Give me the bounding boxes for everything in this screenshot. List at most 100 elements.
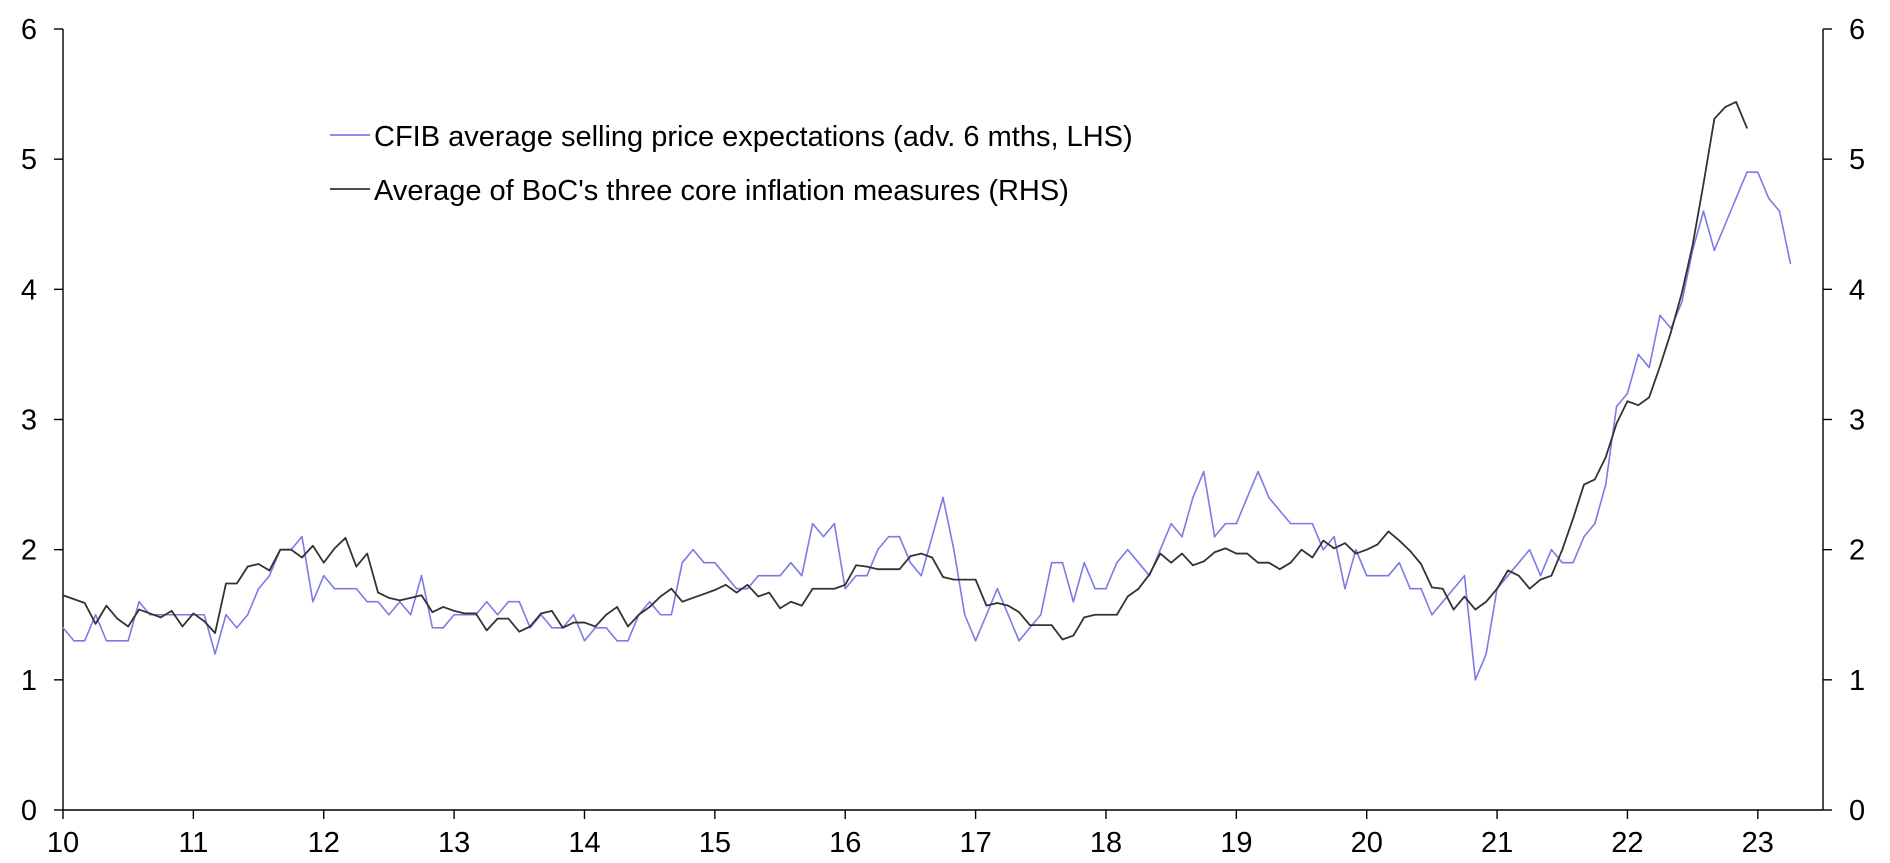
data-point — [1724, 223, 1727, 226]
legend-label-0: CFIB average selling price expectations … — [374, 121, 1133, 153]
data-point — [1300, 522, 1303, 525]
data-point — [627, 639, 629, 642]
right-y-tick-label: 0 — [1849, 795, 1865, 827]
data-point — [1246, 552, 1248, 555]
data-point — [1431, 613, 1433, 616]
data-point — [475, 612, 477, 615]
data-point — [1767, 197, 1770, 200]
data-point — [1105, 613, 1107, 616]
data-point — [312, 544, 314, 547]
data-point — [1094, 587, 1096, 590]
data-point — [518, 630, 521, 633]
data-point — [236, 582, 238, 585]
data-point — [909, 555, 912, 557]
data-point — [757, 595, 760, 598]
data-point — [1778, 210, 1781, 213]
data-point — [1137, 561, 1140, 564]
data-point — [1333, 535, 1335, 538]
data-point — [551, 626, 553, 629]
data-point — [83, 639, 86, 642]
left-y-tick-label: 4 — [21, 274, 37, 306]
data-point — [203, 613, 206, 616]
data-point — [1420, 563, 1422, 565]
data-point — [1452, 608, 1455, 611]
right-y-tick-label: 2 — [1849, 535, 1865, 567]
data-point — [192, 612, 195, 615]
data-point — [1637, 404, 1640, 406]
data-point — [833, 522, 836, 525]
data-point — [942, 576, 944, 578]
data-point — [594, 625, 597, 628]
x-tick-label: 21 — [1481, 827, 1513, 859]
data-point — [214, 632, 216, 634]
data-point — [366, 600, 369, 603]
data-point — [453, 610, 455, 612]
data-point — [1550, 574, 1553, 577]
data-point — [974, 639, 977, 642]
data-point — [1376, 574, 1379, 577]
data-point — [170, 613, 173, 616]
data-point — [659, 595, 662, 598]
data-point — [985, 613, 988, 616]
data-point — [866, 574, 868, 577]
data-point — [1126, 595, 1129, 598]
data-point — [757, 574, 760, 577]
data-point — [1452, 587, 1455, 590]
data-point — [909, 561, 912, 564]
x-tick-label: 17 — [959, 827, 991, 859]
data-point — [1474, 679, 1477, 681]
data-point — [714, 561, 716, 564]
data-point — [1528, 587, 1531, 590]
x-tick-label: 13 — [438, 827, 470, 859]
data-point — [1029, 626, 1031, 629]
data-point — [1061, 638, 1064, 641]
data-point — [692, 597, 694, 599]
data-point — [1702, 183, 1705, 185]
data-point — [377, 591, 379, 594]
data-point — [398, 599, 401, 602]
data-point — [1702, 210, 1705, 213]
data-point — [1235, 522, 1238, 525]
data-point — [333, 587, 336, 590]
data-point — [1507, 574, 1509, 577]
data-point — [388, 597, 390, 599]
data-point — [844, 584, 847, 586]
data-point — [496, 613, 499, 616]
data-point — [1300, 548, 1303, 551]
data-point — [1257, 470, 1259, 473]
data-point — [279, 548, 282, 551]
data-point — [1029, 624, 1031, 626]
right-y-tick-label: 4 — [1849, 274, 1865, 306]
data-point — [181, 625, 184, 628]
data-point — [1126, 548, 1129, 551]
data-point — [1463, 574, 1466, 577]
data-point — [572, 613, 575, 616]
data-point — [724, 574, 727, 577]
data-point — [1344, 587, 1346, 590]
data-point — [214, 653, 216, 655]
data-point — [1507, 569, 1509, 572]
data-point — [942, 496, 944, 499]
data-point — [1170, 561, 1172, 564]
x-tick-label: 15 — [699, 827, 731, 859]
data-point — [290, 548, 292, 551]
data-point — [1376, 543, 1379, 546]
data-point — [1083, 616, 1086, 619]
data-point — [540, 612, 542, 615]
data-point — [996, 587, 999, 590]
data-point — [127, 625, 129, 628]
data-point — [583, 621, 586, 624]
data-point — [1583, 483, 1585, 486]
data-point — [746, 584, 749, 586]
data-point — [790, 600, 792, 603]
data-point — [1387, 574, 1390, 577]
data-point — [1550, 548, 1553, 551]
data-point — [322, 574, 325, 577]
data-point — [1572, 561, 1574, 564]
data-point — [974, 578, 977, 581]
data-point — [866, 565, 868, 568]
data-point — [246, 613, 249, 616]
series-points-1 — [62, 101, 1748, 641]
data-point — [105, 639, 108, 642]
data-point — [355, 587, 358, 590]
